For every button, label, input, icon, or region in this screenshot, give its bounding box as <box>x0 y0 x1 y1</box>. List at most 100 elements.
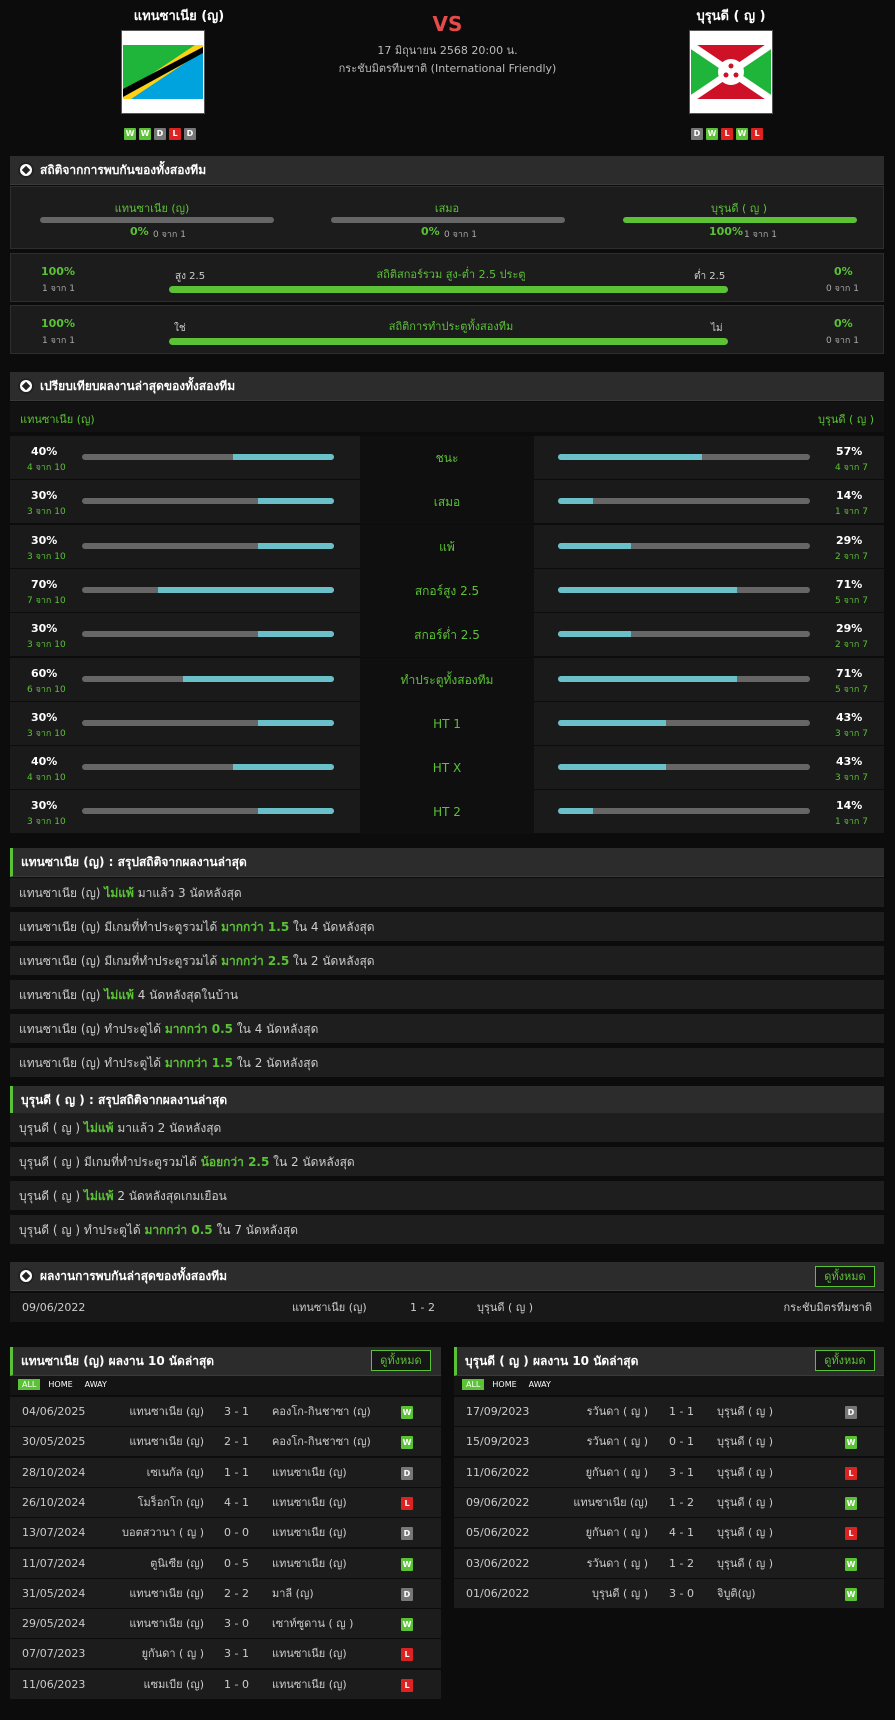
match-row[interactable]: 30/05/2025 แทนซาเนีย (ญ) 2 - 1 คองโก-กินชาซ… <box>10 1427 441 1458</box>
match-home: ยูกันดา ( ญ ) <box>141 1647 204 1661</box>
match-home: แทนซาเนีย (ญ) <box>129 1586 204 1600</box>
home-bar-fill <box>233 454 334 460</box>
home-sub: 3 จาก 10 <box>27 640 66 651</box>
match-away: คองโก-กินชาซา (ญ) <box>272 1405 371 1418</box>
h2h-stats-header: สถิติจากการพบกันของทั้งสองทีม <box>10 156 884 185</box>
summary-text: บุรุนดี ( ญ ) <box>19 1121 81 1135</box>
match-row[interactable]: 31/05/2024 แทนซาเนีย (ญ) 2 - 2 มาลี (ญ) D <box>10 1578 441 1609</box>
match-home: แทนซาเนีย (ญ) <box>129 1405 204 1418</box>
away-sub: 5 จาก 7 <box>835 684 868 695</box>
match-row[interactable]: 01/06/2022 บุรุนดี ( ญ ) 3 - 0 จิบูติ(ญ) W <box>454 1578 884 1609</box>
match-home: แทนซาเนีย (ญ) <box>573 1495 648 1509</box>
match-score: 4 - 1 <box>224 1495 249 1509</box>
match-date: 29/05/2024 <box>22 1617 86 1631</box>
home-bar <box>82 542 334 549</box>
ou-title: สถิติสกอร์รวม สูง-ต่ำ 2.5 ประตู <box>376 268 526 281</box>
btts-left-label: ใช่ <box>174 323 186 334</box>
match-home: รวันดา ( ญ ) <box>586 1556 648 1570</box>
home-summary-header: แทนซาเนีย (ญ) : สรุปสถิติจากผลงานล่าสุด <box>10 848 884 877</box>
home-bar <box>82 586 334 593</box>
form-badge: L <box>721 128 733 140</box>
h2h-view-all-button[interactable]: ดูทั้งหมด <box>815 1266 875 1287</box>
match-row[interactable]: 11/06/2022 ยูกันดา ( ญ ) 3 - 1 บุรุนดี ( ญ … <box>454 1457 884 1488</box>
away-bar <box>558 764 810 771</box>
away-sub: 5 จาก 7 <box>835 595 868 606</box>
summary-tail: มาแล้ว 2 นัดหลังสุด <box>117 1121 222 1135</box>
match-date: 13/07/2024 <box>22 1526 86 1540</box>
summary-row: บุรุนดี ( ญ ) ไม่แพ้ 2 นัดหลังสุดเกมเยือ… <box>10 1181 884 1211</box>
form-badge: W <box>124 128 136 140</box>
match-row[interactable]: 15/09/2023 รวันดา ( ญ ) 0 - 1 บุรุนดี ( ญ )… <box>454 1427 884 1458</box>
match-score: 1 - 2 <box>669 1495 694 1509</box>
match-home: รวันดา ( ญ ) <box>586 1435 648 1449</box>
match-row[interactable]: 29/05/2024 แทนซาเนีย (ญ) 3 - 0 เซาท์ซูดาน (… <box>10 1609 441 1640</box>
home-team-name[interactable]: แทนซาเนีย (ญ) <box>133 9 225 24</box>
summary-highlight: มากกว่า 2.5 <box>221 954 290 968</box>
match-row[interactable]: 17/09/2023 รวันดา ( ญ ) 1 - 1 บุรุนดี ( ญ )… <box>454 1397 884 1427</box>
home-sub: 3 จาก 10 <box>27 551 66 562</box>
away-pct: 14% <box>836 799 863 813</box>
away-tabs-bar <box>454 1376 884 1395</box>
away-sub: 3 จาก 7 <box>835 773 868 784</box>
tab-away[interactable]: AWAY <box>84 1380 107 1389</box>
away-last10-view-all[interactable]: ดูทั้งหมด <box>815 1350 875 1371</box>
ou-right-label: ต่ำ 2.5 <box>694 271 726 282</box>
match-row[interactable]: 07/07/2023 ยูกันดา ( ญ ) 3 - 1 แทนซาเนีย (ญ… <box>10 1639 441 1670</box>
football-icon <box>18 1268 34 1284</box>
btts-right-sub: 0 จาก 1 <box>826 336 859 346</box>
match-away: แทนซาเนีย (ญ) <box>272 1556 347 1570</box>
match-row[interactable]: 11/06/2023 แซมเบีย (ญ) 1 - 0 แทนซาเนีย (ญ) L <box>10 1669 441 1700</box>
ou-right-sub: 0 จาก 1 <box>826 284 859 294</box>
result-badge: D <box>845 1406 857 1419</box>
tab-home[interactable]: HOME <box>492 1380 517 1389</box>
match-home: เซเนกัล (ญ) <box>146 1465 204 1479</box>
match-row[interactable]: 05/06/2022 ยูกันดา ( ญ ) 4 - 1 บุรุนดี ( ญ … <box>454 1518 884 1549</box>
match-score: 1 - 0 <box>224 1677 249 1691</box>
h2h-result-row[interactable]: 09/06/2022 แทนซาเนีย (ญ) 1 - 2 บุรุนดี (… <box>10 1293 884 1323</box>
summary-tail: 2 นัดหลังสุดเกมเยือน <box>117 1189 227 1203</box>
summary-highlight: ไม่แพ้ <box>104 886 134 900</box>
home-bar <box>82 631 334 638</box>
result-badge: L <box>845 1527 857 1541</box>
match-away: คองโก-กินชาซา (ญ) <box>272 1435 371 1449</box>
match-row[interactable]: 09/06/2022 แทนซาเนีย (ญ) 1 - 2 บุรุนดี ( ญ … <box>454 1487 884 1518</box>
match-date: 30/05/2025 <box>22 1435 86 1449</box>
match-date: 04/06/2025 <box>22 1405 86 1418</box>
match-row[interactable]: 03/06/2022 รวันดา ( ญ ) 1 - 2 บุรุนดี ( ญ )… <box>454 1548 884 1579</box>
summary-row: บุรุนดี ( ญ ) ไม่แพ้ มาแล้ว 2 นัดหลังสุด <box>10 1113 884 1143</box>
home-pct: 30% <box>31 489 58 503</box>
h2h-score: 1 - 2 <box>410 1301 435 1314</box>
match-row[interactable]: 11/07/2024 ตูนิเซีย (ญ) 0 - 5 แทนซาเนีย (ญ)… <box>10 1548 441 1579</box>
match-score: 2 - 1 <box>224 1435 249 1449</box>
form-badge: D <box>691 128 703 140</box>
compare-home-name: แทนซาเนีย (ญ) <box>20 413 95 426</box>
h2h-away: บุรุนดี ( ญ ) <box>477 1301 533 1314</box>
match-date: 11/07/2024 <box>22 1556 86 1570</box>
home-bar-fill <box>258 498 334 505</box>
result-badge: L <box>401 1678 413 1692</box>
match-row[interactable]: 13/07/2024 บอตสวานา ( ญ ) 0 - 0 แทนซาเนีย (… <box>10 1518 441 1549</box>
compare-row: 30% 3 จาก 10 แพ้ 29% 2 จาก 7 <box>10 524 884 569</box>
tab-home[interactable]: HOME <box>48 1380 73 1389</box>
result-badge: L <box>401 1496 413 1510</box>
match-away: บุรุนดี ( ญ ) <box>717 1435 773 1449</box>
compare-label: HT 2 <box>360 790 534 835</box>
tab-all[interactable]: ALL <box>462 1379 485 1390</box>
match-row[interactable]: 04/06/2025 แทนซาเนีย (ญ) 3 - 1 คองโก-กินชาซ… <box>10 1397 441 1427</box>
tab-away[interactable]: AWAY <box>528 1380 551 1389</box>
match-home: แซมเบีย (ญ) <box>143 1677 204 1691</box>
away-team-name[interactable]: บุรุนดี ( ญ ) <box>696 9 766 24</box>
home-last10-view-all[interactable]: ดูทั้งหมด <box>371 1350 431 1371</box>
away-bar <box>558 498 810 505</box>
home-bar <box>82 764 334 771</box>
match-row[interactable]: 26/10/2024 โมร็อกโก (ญ) 4 - 1 แทนซาเนีย (ญ)… <box>10 1487 441 1518</box>
match-home: ยูกันดา ( ญ ) <box>585 1465 648 1479</box>
tab-all[interactable]: ALL <box>18 1379 41 1390</box>
home-sub: 7 จาก 10 <box>27 595 66 606</box>
home-pct: 30% <box>31 533 58 547</box>
match-row[interactable]: 28/10/2024 เซเนกัล (ญ) 1 - 1 แทนซาเนีย (ญ) D <box>10 1457 441 1488</box>
result-badge: W <box>845 1436 857 1450</box>
ou-right-pct: 0% <box>834 265 853 278</box>
home-sub: 3 จาก 10 <box>27 507 66 518</box>
